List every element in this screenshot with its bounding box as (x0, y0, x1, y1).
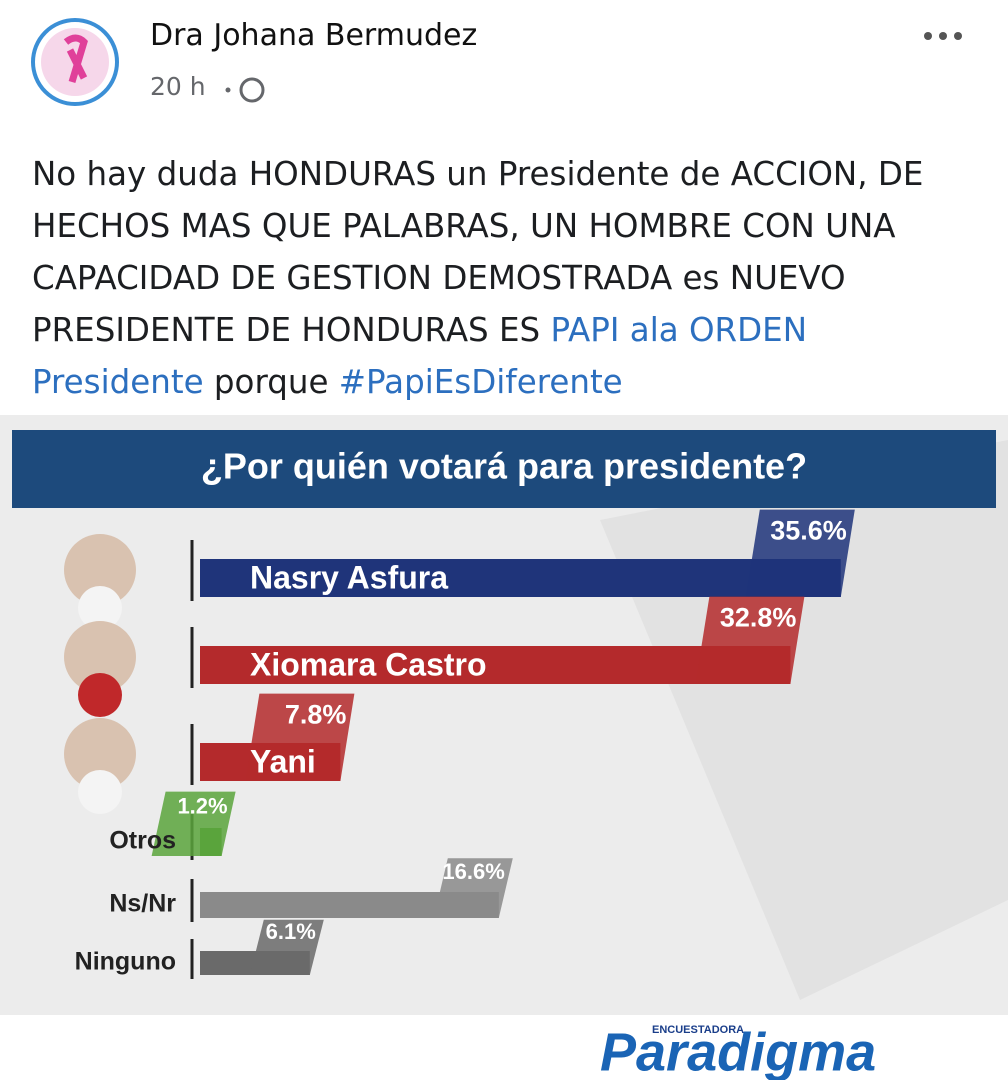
post-body: No hay duda HONDURAS un Presidente de AC… (32, 148, 982, 408)
value-label: 6.1% (266, 919, 316, 944)
bar-cap (695, 596, 805, 684)
brand-subtitle: ENCUESTADORA (652, 1024, 744, 1036)
category-label: Ninguno (75, 948, 176, 976)
more-button[interactable] (924, 32, 962, 40)
candidate-shirt (78, 586, 122, 630)
post-time[interactable]: 20 h (150, 72, 206, 101)
title-banner (12, 430, 996, 508)
brand-strip (0, 1015, 1008, 1080)
text: porque (203, 363, 339, 401)
category-label: Otros (109, 827, 176, 855)
globe-icon (239, 77, 265, 103)
text: No hay duda HONDURAS un Presidente de AC… (32, 155, 924, 349)
value-label: 16.6% (442, 859, 504, 884)
category-label: Xiomara Castro (250, 646, 487, 682)
avatar-ribbon (63, 34, 88, 84)
link[interactable]: #PapiEsDiferente (338, 363, 623, 401)
bar-cap (245, 693, 355, 781)
value-label: 7.8% (285, 699, 347, 729)
separator-dot (225, 87, 231, 93)
bar-cap (745, 509, 855, 597)
value-label: 35.6% (770, 515, 847, 545)
chart-title: ¿Por quién votará para presidente? (201, 446, 807, 487)
brand-name: Paradigma (600, 1022, 876, 1080)
link[interactable]: PAPI ala ORDEN Presidente (32, 311, 808, 401)
value-label: 32.8% (720, 602, 797, 632)
bar-cap (151, 791, 236, 856)
candidate-shirt (78, 770, 122, 814)
candidate-shirt (78, 673, 122, 717)
candidate-photo (64, 718, 136, 790)
author[interactable]: Dra Johana Bermudez (150, 18, 478, 53)
bar (200, 559, 841, 597)
value-label: 1.2% (177, 794, 227, 819)
category-label: Nasry Asfura (250, 559, 448, 595)
candidate-photo (64, 621, 136, 693)
bar (200, 646, 791, 684)
category-label: Yani (250, 743, 316, 779)
bar-cap (249, 919, 324, 975)
candidate-photo (64, 534, 136, 606)
bar-cap (433, 858, 513, 918)
category-label: Ns/Nr (109, 890, 176, 918)
